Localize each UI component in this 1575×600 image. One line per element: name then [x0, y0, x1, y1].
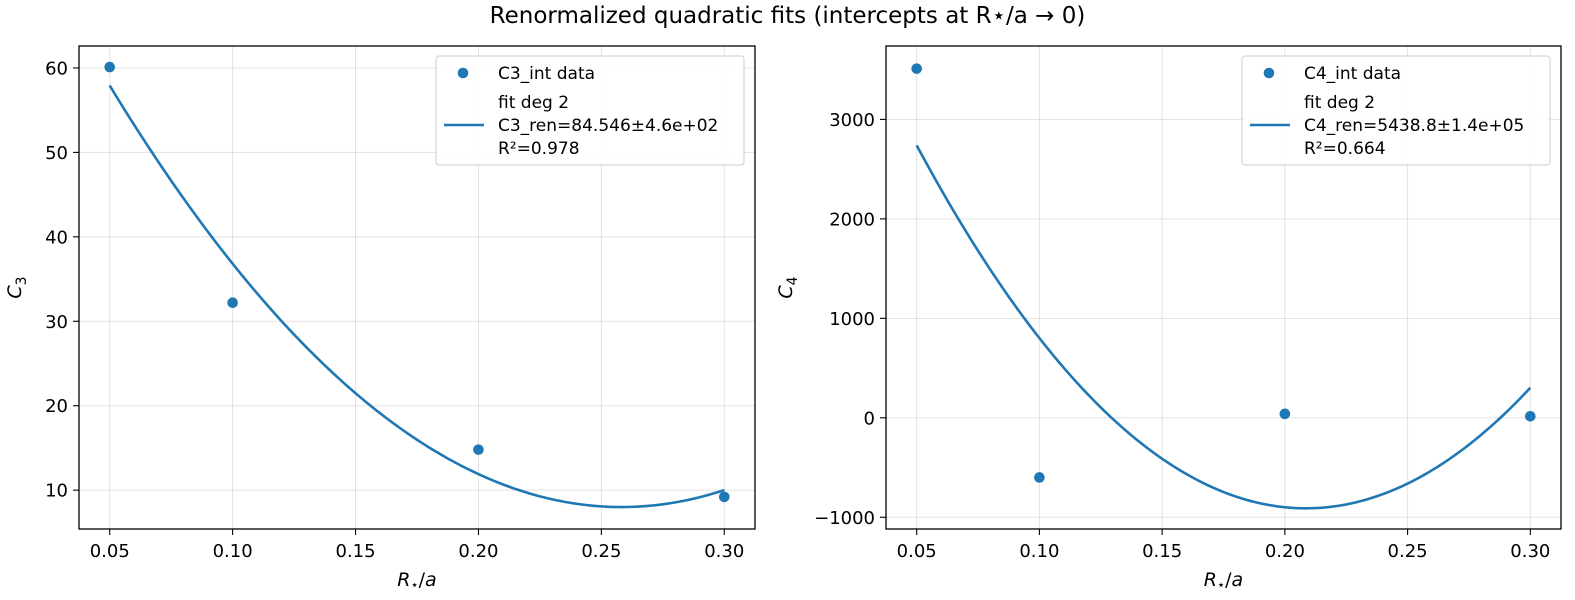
legend-label-fit-line-3: R²=0.664: [1304, 139, 1386, 159]
y-tick-label: 1000: [829, 309, 875, 330]
legend-label-fit-line-2: C4_ren=5438.8±1.4e+05: [1304, 116, 1524, 136]
data-point: [473, 444, 484, 455]
data-point: [718, 491, 730, 503]
data-point: [1034, 472, 1045, 483]
legend-label-data: C4_int data: [1304, 64, 1401, 84]
x-tick-label: 0.15: [1142, 541, 1182, 562]
fit-curve-line: [915, 144, 1532, 510]
legend-box: [1241, 55, 1551, 166]
y-tick-label: 60: [45, 58, 68, 79]
y-tick-label: 0: [864, 408, 875, 429]
x-tick-label: 0.05: [90, 541, 130, 562]
y-axis-label: C3: [4, 276, 30, 298]
legend-label-fit-line-3: R²=0.978: [498, 139, 580, 159]
data-point: [104, 61, 116, 73]
axes-frame: [78, 45, 756, 530]
x-tick-label: 0.10: [1019, 541, 1059, 562]
y-tick-label: 30: [45, 312, 68, 333]
y-tick-label: 20: [45, 396, 68, 417]
data-point: [227, 297, 238, 308]
y-tick-label: 2000: [829, 209, 875, 230]
x-tick-label: 0.30: [1510, 541, 1550, 562]
chart-panel-2: 0.05 0.10 0.15 0.20 0.25 0.30 −1000 0 1000 2000 30…: [775, 45, 1562, 593]
legend-marker-scatter: [1263, 67, 1275, 79]
x-tick-label: 0.30: [704, 541, 744, 562]
x-tick-label: 0.25: [1388, 541, 1428, 562]
legend-label-fit-line-2: C3_ren=84.546±4.6e+02: [498, 116, 718, 136]
y-tick-label: 3000: [829, 110, 875, 131]
x-axis-label: R⋆/a: [397, 569, 436, 593]
axes-frame: [885, 45, 1562, 530]
legend: C4_int data fit deg 2 C4_ren=5438.8±1.4e+0…: [1241, 55, 1551, 166]
chart-panel-1: 0.05 0.10 0.15 0.20 0.25 0.30 10 20 30 40 50 60 R⋆/a…: [4, 45, 756, 593]
legend-label-data: C3_int data: [498, 64, 595, 84]
legend-box: [435, 55, 745, 166]
legend-label-fit-line-1: fit deg 2: [1304, 93, 1375, 113]
y-tick-label: 40: [45, 227, 68, 248]
data-point: [1279, 408, 1291, 420]
y-tick-label: 50: [45, 143, 68, 164]
legend: C3_int data fit deg 2 C3_ren=84.546±4.6e+0…: [435, 55, 745, 166]
fit-curve-line: [108, 84, 725, 509]
x-axis-label: R⋆/a: [1204, 569, 1243, 593]
x-tick-label: 0.10: [213, 541, 253, 562]
x-tick-label: 0.15: [336, 541, 376, 562]
x-tick-label: 0.20: [458, 541, 498, 562]
x-tick-label: 0.25: [581, 541, 621, 562]
data-point: [1525, 411, 1536, 422]
legend-marker-scatter: [457, 67, 469, 79]
legend-label-fit-line-1: fit deg 2: [498, 93, 569, 113]
y-axis-label: C4: [775, 276, 801, 298]
data-point: [911, 63, 922, 74]
x-tick-label: 0.20: [1265, 541, 1305, 562]
x-tick-label: 0.05: [897, 541, 937, 562]
y-tick-label: 10: [45, 481, 68, 502]
y-tick-label: −1000: [814, 508, 875, 529]
figure-title: Renormalized quadratic fits (intercepts …: [489, 3, 1086, 29]
